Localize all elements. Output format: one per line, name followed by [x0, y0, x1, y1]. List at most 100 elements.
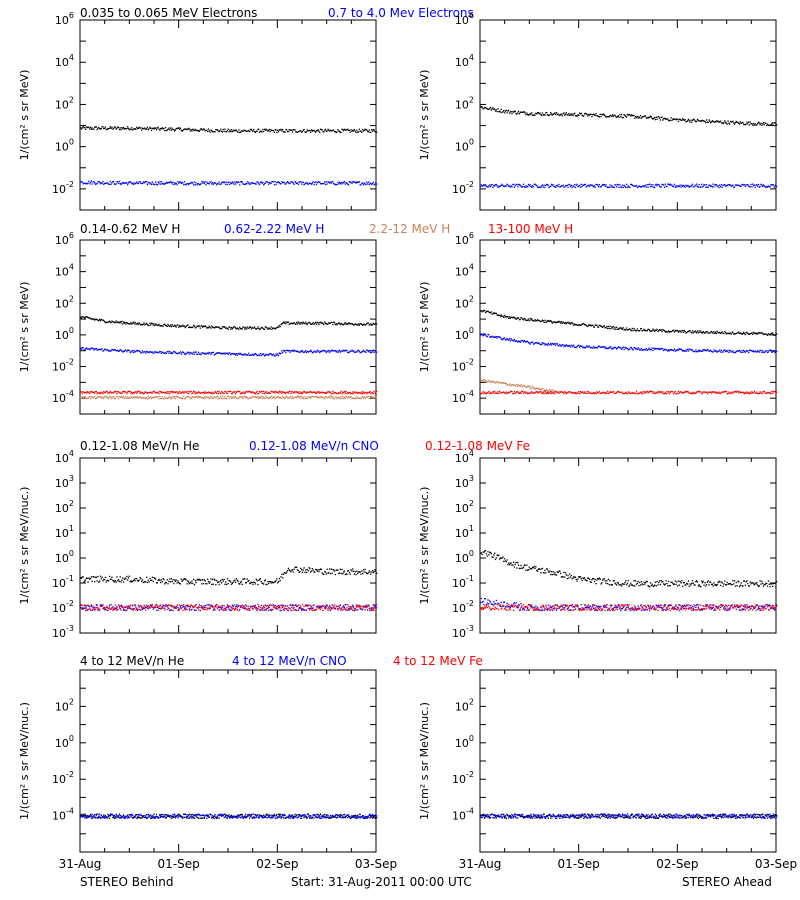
data-point	[689, 185, 691, 187]
data-point	[106, 349, 108, 351]
data-point	[182, 397, 184, 400]
data-point	[655, 116, 657, 118]
data-point	[373, 570, 375, 573]
data-point	[533, 183, 535, 185]
data-point	[230, 354, 232, 356]
data-point	[283, 572, 285, 574]
data-point	[165, 397, 167, 399]
data-point	[367, 572, 370, 574]
data-point	[710, 391, 712, 393]
data-point	[623, 114, 625, 116]
data-point	[603, 114, 605, 116]
data-point	[249, 326, 252, 328]
data-point	[516, 183, 518, 186]
data-point	[590, 392, 592, 395]
data-point	[705, 391, 708, 393]
data-point	[630, 392, 633, 394]
data-point	[524, 186, 526, 188]
data-point	[152, 183, 154, 185]
data-point	[153, 184, 155, 186]
data-point	[512, 111, 514, 113]
data-point	[677, 331, 680, 333]
data-point	[523, 317, 525, 320]
data-point	[230, 328, 232, 330]
data-point	[373, 351, 375, 354]
data-point	[314, 181, 316, 184]
data-point	[80, 181, 82, 183]
data-point	[208, 351, 210, 354]
data-point	[514, 110, 516, 113]
data-point	[99, 392, 102, 395]
data-point	[196, 184, 198, 186]
data-point	[273, 131, 276, 133]
data-point	[694, 330, 696, 332]
data-point	[497, 108, 499, 110]
data-point	[632, 349, 634, 351]
data-point	[118, 605, 121, 608]
data-point	[323, 397, 325, 399]
data-point	[297, 351, 299, 353]
data-point	[297, 391, 299, 393]
data-point	[535, 112, 537, 114]
data-point	[509, 111, 511, 113]
data-point	[678, 185, 680, 188]
data-point	[687, 118, 690, 120]
data-point	[116, 322, 118, 324]
data-point	[146, 398, 149, 400]
data-point	[762, 350, 764, 352]
data-point	[104, 321, 106, 324]
data-point	[144, 607, 146, 609]
data-point	[356, 323, 358, 325]
data-point	[533, 320, 535, 322]
data-point	[372, 129, 374, 131]
data-point	[488, 108, 490, 110]
data-point	[227, 353, 229, 356]
data-point	[677, 390, 680, 392]
data-point	[499, 392, 502, 394]
data-point	[230, 130, 232, 133]
data-point	[526, 112, 528, 114]
data-point	[178, 325, 181, 327]
data-point	[89, 605, 91, 608]
data-point	[264, 579, 266, 581]
data-point	[564, 321, 567, 324]
data-point	[98, 126, 100, 129]
data-point	[584, 183, 586, 185]
data-point	[539, 391, 541, 393]
data-point	[641, 185, 643, 187]
row4-title-3: 4 to 12 MeV Fe	[393, 654, 483, 668]
data-point	[154, 577, 156, 580]
data-point	[499, 186, 501, 188]
data-point	[512, 317, 514, 319]
data-point	[562, 391, 564, 393]
data-point	[344, 129, 346, 131]
data-point	[193, 609, 196, 611]
data-point	[85, 316, 88, 318]
data-point	[528, 342, 530, 344]
data-point	[632, 391, 634, 394]
data-point	[211, 393, 214, 395]
data-point	[202, 397, 204, 399]
data-point	[290, 181, 292, 183]
data-point	[272, 353, 275, 355]
data-point	[237, 181, 239, 183]
data-point	[154, 127, 156, 129]
data-point	[140, 609, 142, 611]
data-point	[225, 392, 228, 394]
data-point	[754, 332, 756, 334]
data-point	[720, 332, 723, 334]
data-point	[724, 121, 727, 123]
data-point	[550, 320, 552, 322]
data-point	[209, 396, 211, 398]
data-point	[246, 578, 248, 580]
data-point	[242, 354, 244, 356]
data-point	[127, 126, 129, 128]
data-point	[287, 569, 289, 572]
data-point	[320, 391, 323, 393]
data-point	[237, 353, 239, 355]
data-point	[537, 319, 539, 322]
data-point	[84, 348, 87, 350]
data-point	[250, 397, 252, 399]
data-point	[115, 350, 117, 352]
data-point	[744, 391, 746, 394]
